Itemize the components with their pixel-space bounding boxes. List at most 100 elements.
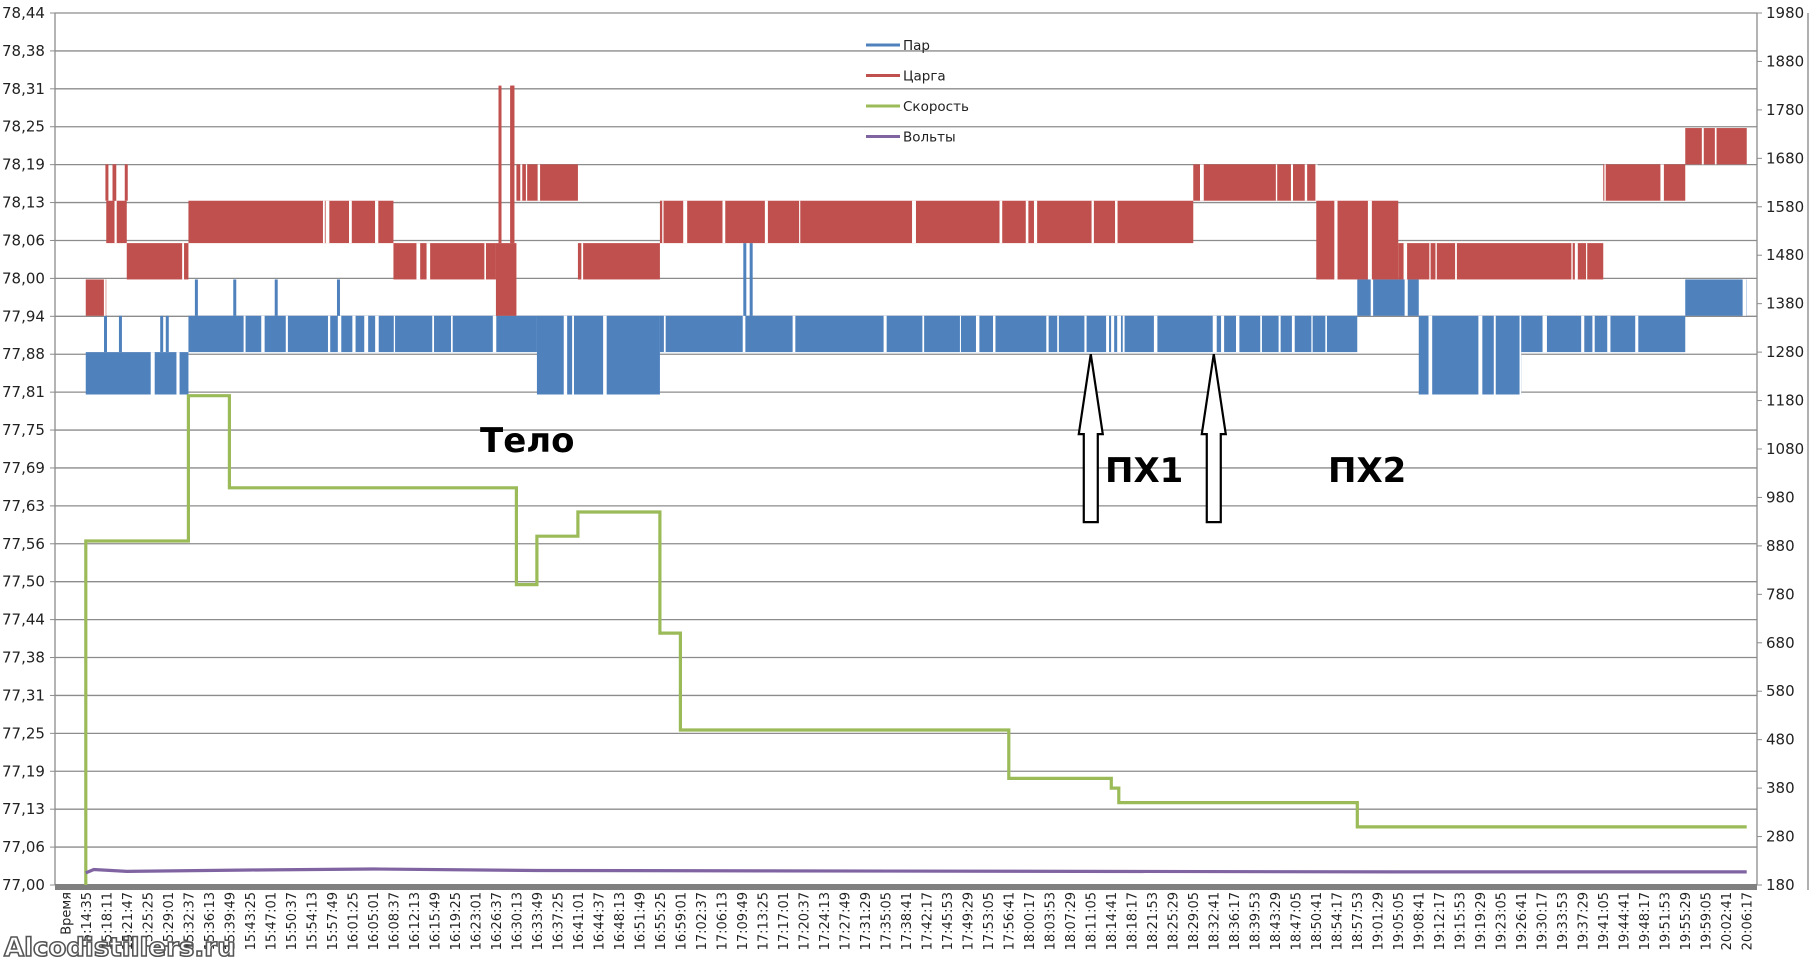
left-tick-label: 78,25 (2, 118, 45, 136)
band-gap (1429, 243, 1431, 280)
band-gap (572, 315, 574, 395)
band-gap (1519, 315, 1522, 395)
watermark: Alcodistillers.ru (4, 933, 236, 961)
left-tick-label: 78,00 (2, 269, 45, 287)
left-tick-label: 77,38 (2, 649, 45, 667)
band-gap (1122, 315, 1125, 353)
x-tick-label: 18:03:53 (1044, 892, 1059, 950)
band-gap (1714, 128, 1717, 165)
band-gap (1435, 243, 1437, 280)
x-tick-label: 15:14:35 (80, 892, 95, 950)
x-tick-label: 15:32:37 (182, 892, 197, 950)
x-tick-label: 17:13:25 (756, 892, 771, 950)
band-gap (1033, 200, 1038, 244)
series-line (84, 394, 1747, 885)
x-tick-label: 19:33:53 (1556, 892, 1571, 950)
band-gap (1212, 315, 1217, 353)
right-tick-label: 980 (1766, 488, 1795, 506)
band-gap (261, 315, 265, 353)
x-tick-label: 17:45:53 (941, 892, 956, 950)
band-gap (1428, 315, 1433, 395)
x-tick-label: 17:42:17 (921, 892, 936, 950)
x-axis-ticks: Время 15:14:35 15:18:11 15:21:47 15:25:25 15:… (59, 892, 1755, 950)
band-gap (1325, 315, 1327, 353)
band-gap (1057, 315, 1059, 353)
x-tick-label: 18:39:53 (1249, 892, 1264, 950)
band-segment (393, 243, 496, 280)
left-tick-label: 78,44 (2, 4, 45, 22)
right-tick-label: 1380 (1766, 295, 1804, 313)
band-segment (1521, 315, 1686, 353)
band-gap (525, 164, 528, 201)
x-tick-label: 17:02:37 (695, 892, 710, 950)
band-segment (659, 200, 1194, 244)
band-segment (85, 352, 189, 395)
band-gap (912, 200, 916, 244)
left-tick-label: 78,13 (2, 194, 45, 212)
band-gap (1106, 315, 1110, 353)
band-segment (659, 315, 1358, 353)
x-tick-label: 16:08:37 (387, 892, 402, 950)
band-segment (577, 243, 660, 280)
right-tick-label: 1780 (1766, 101, 1804, 119)
band-gap (150, 352, 155, 395)
band-gap (375, 200, 379, 244)
x-tick-label: 18:32:41 (1208, 892, 1223, 950)
band-gap (1260, 315, 1262, 353)
band-gap (492, 315, 497, 353)
x-tick-label: 17:56:41 (1003, 892, 1018, 950)
band-gap (1370, 279, 1374, 316)
x-tick-label: 15:57:49 (326, 892, 341, 950)
left-tick-label: 77,88 (2, 345, 45, 363)
band-gap (349, 200, 352, 244)
band-segment (126, 243, 189, 280)
x-tick-label: 15:29:01 (162, 892, 177, 950)
left-tick-label: 77,50 (2, 573, 45, 591)
arrow-up-icon (1200, 353, 1228, 524)
x-tick-label: 15:54:13 (305, 892, 320, 950)
band-gap (520, 164, 523, 201)
series-Скорость (84, 394, 1747, 885)
annotation-label: ПХ2 (1328, 451, 1406, 491)
x-tick-label: 18:50:41 (1310, 892, 1325, 950)
band-segment (1418, 315, 1522, 395)
legend-label: Вольты (903, 130, 956, 146)
band-gap (1275, 164, 1278, 201)
x-tick-label: 19:12:17 (1433, 892, 1448, 950)
x-tick-label: 18:57:53 (1351, 892, 1366, 950)
right-y-axis-ticks: 1980 1880 1780 1680 1580 1480 1380 1280 1180 1080… (1757, 4, 1804, 894)
x-tick-label: 19:08:41 (1413, 892, 1428, 950)
left-tick-label: 77,13 (2, 800, 45, 818)
band-gap (325, 200, 330, 244)
left-tick-label: 77,75 (2, 421, 45, 439)
band-gap (484, 243, 486, 280)
band-segment (495, 243, 517, 316)
x-tick-label: 18:14:41 (1105, 892, 1120, 950)
band-gap (603, 315, 607, 395)
arrow-up-icon (1077, 353, 1105, 524)
band-gap (114, 200, 117, 244)
x-tick-label: Время (59, 892, 74, 935)
band-gap (1334, 200, 1338, 280)
band-segment (516, 164, 578, 201)
left-tick-label: 78,06 (2, 231, 45, 249)
band-gap (1290, 164, 1294, 201)
annotation-label: Тело (480, 421, 575, 461)
band-gap (959, 315, 961, 353)
x-tick-label: 19:59:05 (1700, 892, 1715, 950)
x-tick-label: 15:25:25 (141, 892, 156, 950)
x-tick-label: 17:53:05 (982, 892, 997, 950)
band-gap (375, 315, 379, 353)
band-gap (176, 352, 180, 395)
band-gap (799, 200, 801, 244)
band-segment (1193, 164, 1317, 201)
right-tick-label: 1580 (1766, 198, 1804, 216)
left-tick-label: 77,31 (2, 686, 45, 704)
x-tick-label: 18:07:29 (1064, 892, 1079, 950)
left-tick-label: 77,25 (2, 724, 45, 742)
left-tick-label: 77,56 (2, 535, 45, 553)
x-tick-label: 19:30:17 (1536, 892, 1551, 950)
band-gap (285, 315, 288, 353)
band-gap (1581, 315, 1585, 353)
